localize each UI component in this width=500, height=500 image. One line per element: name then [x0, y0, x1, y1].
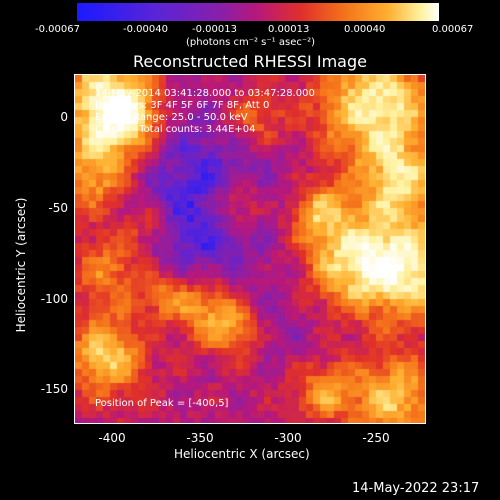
colorbar-tick: 0.00067: [432, 24, 474, 35]
colorbar-tick: -0.00040: [123, 24, 168, 35]
y-axis-label: Heliocentric Y (arcsec): [14, 197, 28, 333]
plot-title: Reconstructed RHESSI Image: [133, 52, 367, 71]
clean-counts-label: Clean Total counts: 3.44E+04: [95, 124, 256, 135]
time-range-label: 14-May-2014 03:41:28.000 to 03:47:28.000: [95, 88, 315, 99]
y-tick-label: -150: [40, 382, 68, 396]
heatmap-canvas: [75, 75, 425, 423]
y-tick-label: -100: [40, 292, 68, 306]
colorbar-tick: -0.00067: [35, 24, 80, 35]
x-tick-label: -300: [274, 431, 302, 445]
energy-range-label: Energy Range: 25.0 - 50.0 keV: [95, 112, 248, 123]
colorbar-tick: 0.00013: [268, 24, 310, 35]
peak-position-label: Position of Peak = [-400,5]: [95, 398, 229, 409]
colorbar-units: (photons cm⁻² s⁻¹ asec⁻²): [186, 37, 316, 48]
x-tick-label: -400: [98, 431, 126, 445]
heatmap-image: [74, 74, 426, 424]
colorbar: [77, 3, 439, 21]
y-tick-label: 0: [60, 110, 68, 124]
colorbar-tick: 0.00040: [344, 24, 386, 35]
x-axis-label: Heliocentric X (arcsec): [174, 447, 310, 461]
detectors-label: Detectors: 3F 4F 5F 6F 7F 8F, Att 0: [95, 100, 270, 111]
y-tick-label: -50: [48, 201, 68, 215]
colorbar-tick: -0.00013: [192, 24, 237, 35]
x-tick-label: -250: [362, 431, 390, 445]
x-tick-label: -350: [186, 431, 214, 445]
timestamp: 14-May-2022 23:17: [352, 481, 480, 496]
